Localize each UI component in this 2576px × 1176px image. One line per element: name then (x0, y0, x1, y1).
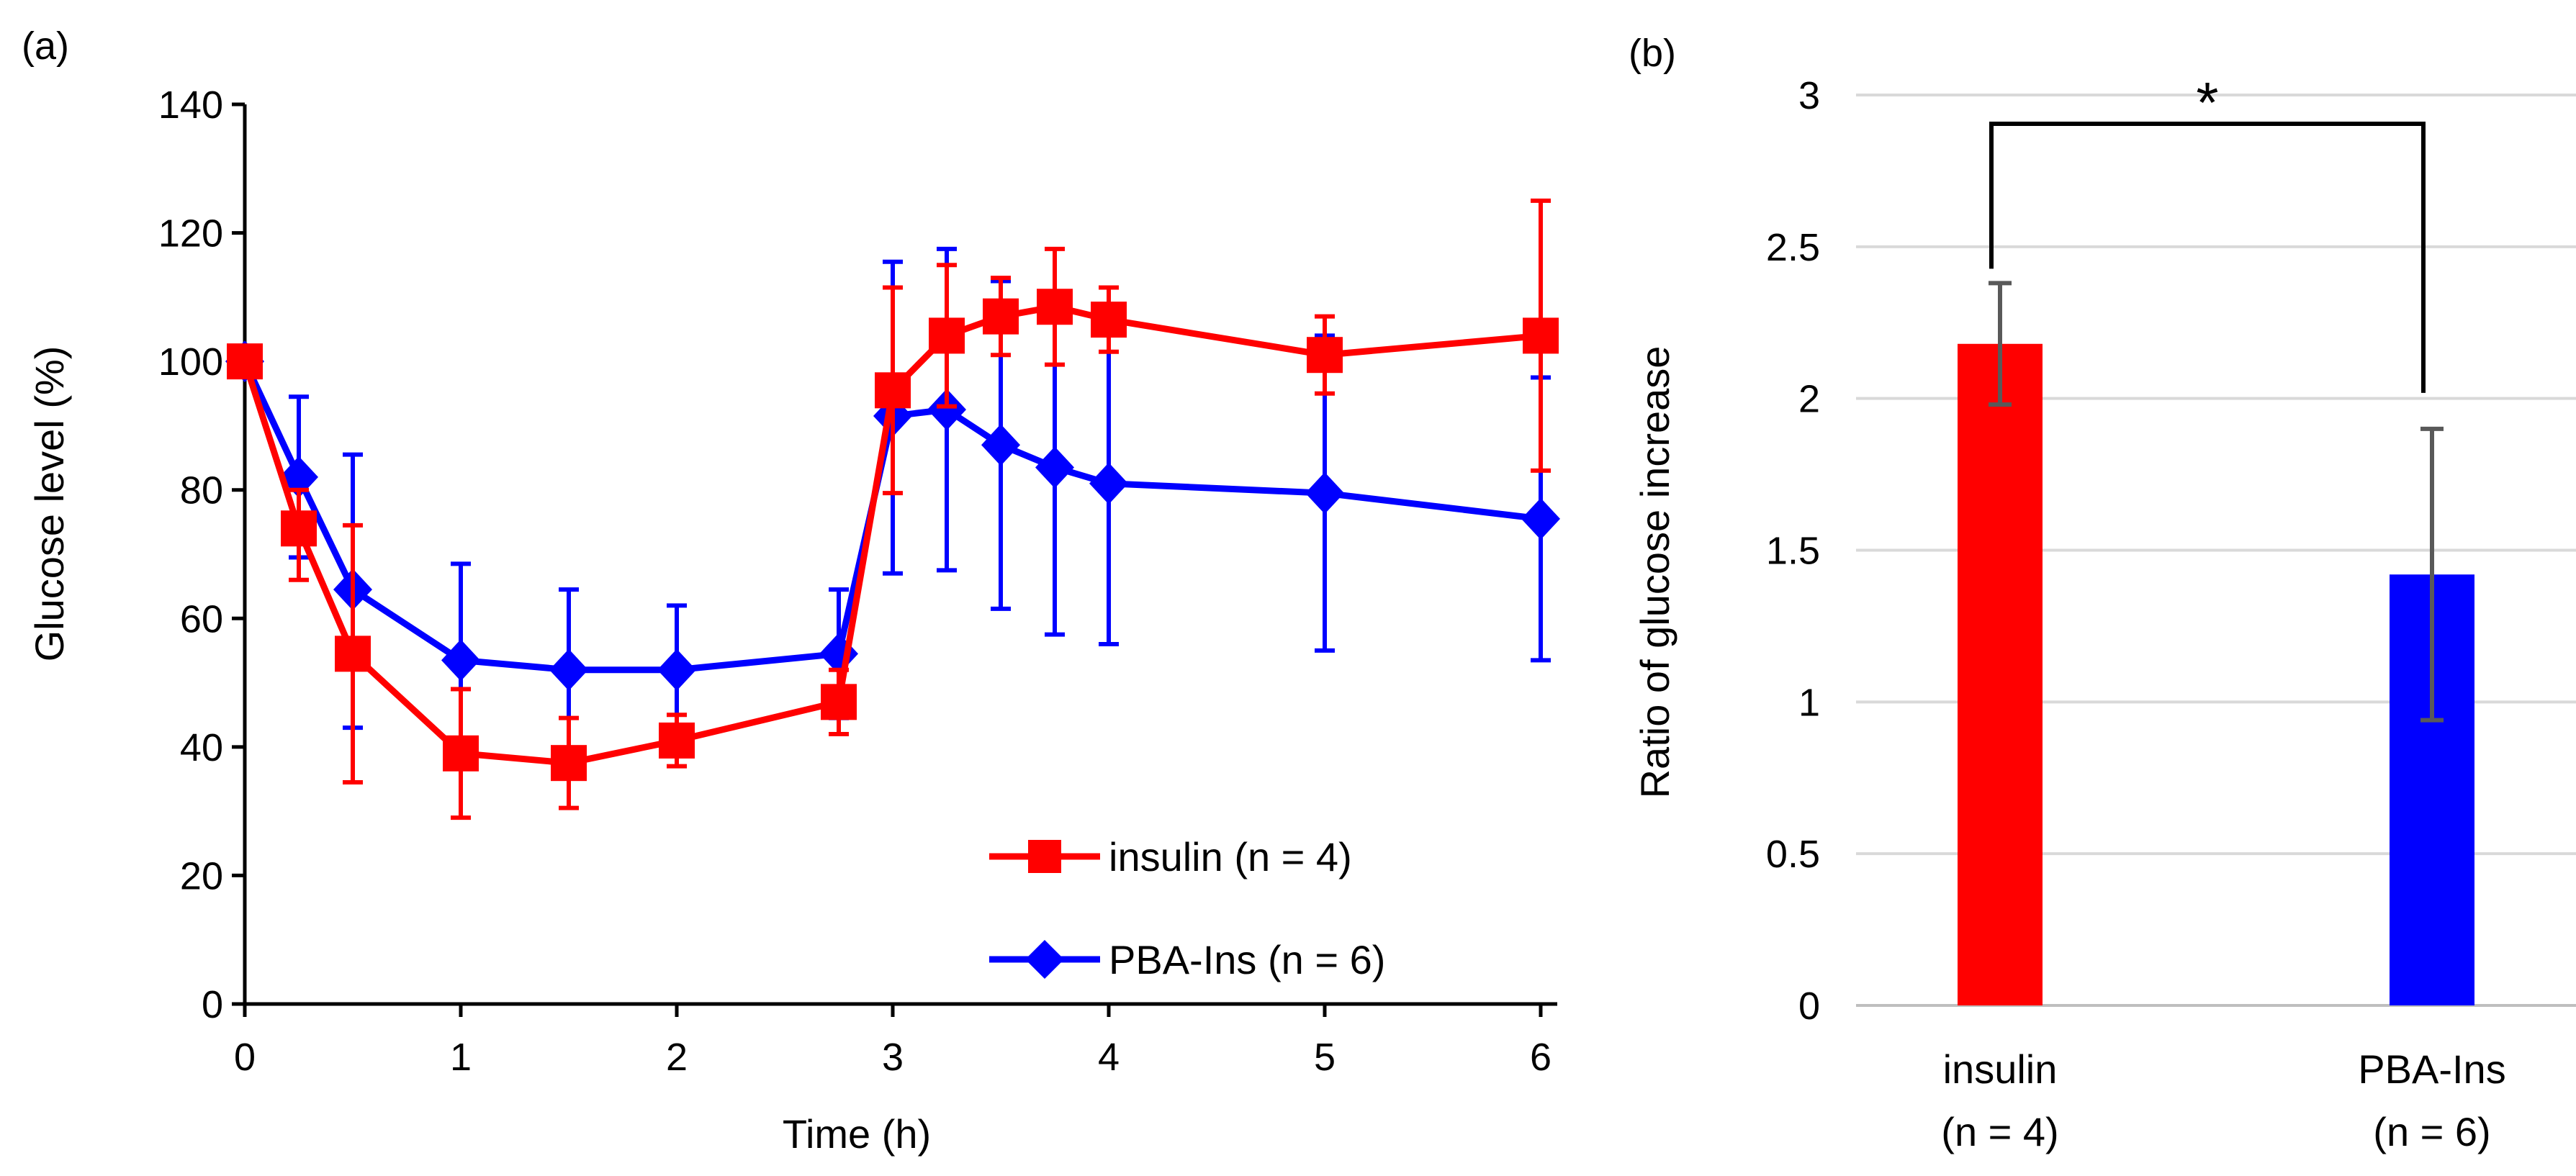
panel-a-label: (a) (22, 24, 69, 68)
y-tick-label: 140 (158, 83, 223, 127)
category-label: (n = 4) (1941, 1109, 2058, 1154)
category-label: insulin (1943, 1046, 2058, 1092)
bar-insulin (1958, 343, 2043, 1005)
data-point-square (281, 510, 317, 547)
x-tick-label: 5 (1314, 1036, 1336, 1079)
x-tick-label: 1 (450, 1036, 472, 1079)
data-point-square (875, 372, 911, 409)
category-label: (n = 6) (2373, 1109, 2490, 1154)
x-tick-label: 2 (666, 1036, 688, 1079)
significance-asterisk: * (2196, 71, 2218, 135)
panel-b-bar-chart: (b) 0 0.5 1 1.5 2 2.5 3 insulin (n = 4) PBA-Ins (… (1629, 32, 2576, 1154)
panel-b-y-axis-title: Ratio of glucose increase (1632, 346, 1677, 799)
data-point-diamond (927, 389, 966, 431)
data-point-square (821, 684, 857, 720)
x-tick-label: 3 (882, 1036, 904, 1079)
panel-a-x-axis-title: Time (h) (783, 1111, 931, 1157)
data-point-square (335, 636, 371, 672)
y-tick-label: 40 (180, 726, 223, 769)
legend-insulin-label: insulin (n = 4) (1109, 834, 1352, 879)
legend-pba-ins-label: PBA-Ins (n = 6) (1109, 937, 1385, 982)
data-point-square (1037, 289, 1073, 325)
y-tick-label: 100 (158, 340, 223, 384)
y-tick-label: 0 (202, 983, 223, 1026)
significance-bracket-line (1989, 122, 2426, 393)
series-insulin (227, 198, 1559, 820)
legend-pba-ins-marker (1025, 940, 1064, 979)
panel-a-legend: insulin (n = 4) PBA-Ins (n = 6) (989, 834, 1385, 982)
data-point-diamond (657, 648, 696, 691)
data-point-diamond (981, 424, 1020, 466)
data-point-diamond (441, 639, 480, 682)
data-point-diamond (279, 456, 318, 498)
data-point-square (551, 745, 587, 782)
legend-insulin-marker (1028, 840, 1061, 873)
data-point-diamond (1305, 472, 1344, 515)
y-tick-label: 0 (1798, 985, 1820, 1028)
data-point-diamond (1521, 497, 1560, 540)
data-point-square (1523, 317, 1559, 354)
category-label: PBA-Ins (2358, 1046, 2505, 1092)
y-tick-label: 0.5 (1766, 833, 1820, 876)
y-tick-label: 1.5 (1766, 530, 1820, 573)
panel-b-label: (b) (1629, 32, 1676, 75)
data-point-diamond (549, 648, 588, 691)
x-tick-label: 4 (1098, 1036, 1120, 1079)
data-point-diamond (1089, 462, 1128, 505)
data-point-diamond (1035, 446, 1074, 489)
data-point-square (929, 317, 965, 354)
y-tick-label: 60 (180, 597, 223, 641)
data-point-square (659, 722, 695, 759)
y-tick-label: 3 (1798, 74, 1820, 117)
data-point-square (227, 343, 263, 380)
y-tick-label: 1 (1798, 681, 1820, 724)
y-tick-label: 2.5 (1766, 226, 1820, 269)
data-point-square (443, 735, 479, 772)
panel-a-y-axis-title: Glucose level (%) (27, 346, 72, 662)
data-point-square (1091, 302, 1127, 338)
significance-bracket: * (1989, 71, 2426, 393)
x-tick-label: 6 (1530, 1036, 1552, 1079)
y-tick-label: 2 (1798, 378, 1820, 421)
y-tick-label: 20 (180, 854, 223, 897)
x-tick-label: 0 (234, 1036, 256, 1079)
data-point-square (1307, 337, 1343, 374)
panel-a-line-chart: (a) 0 20 40 60 80 100 120 140 0 1 2 3 4 5 6 Time (h) G… (22, 24, 1560, 1157)
y-tick-label: 80 (180, 469, 223, 512)
data-point-square (983, 298, 1019, 335)
y-tick-label: 120 (158, 212, 223, 255)
